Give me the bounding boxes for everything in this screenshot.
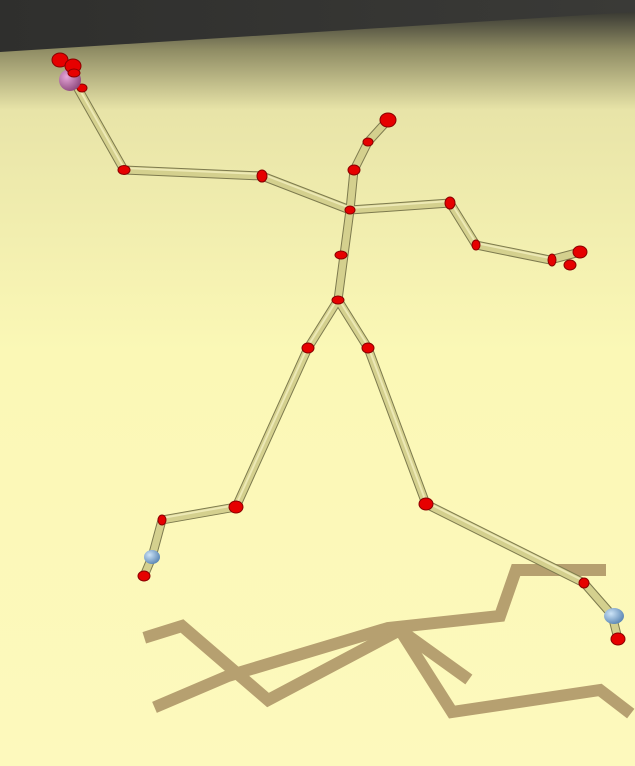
left-foot-marker[interactable] (144, 550, 160, 564)
right-foot-marker[interactable] (604, 608, 624, 624)
joint-head[interactable] (379, 112, 397, 128)
skeleton-joints (76, 83, 626, 646)
joint-neck-mid[interactable] (347, 164, 361, 176)
joint-right-toe[interactable] (610, 632, 626, 646)
floor-plane (0, 12, 635, 766)
joint-left-knee[interactable] (228, 500, 244, 514)
joint-neck-base[interactable] (344, 205, 356, 215)
joint-left-elbow[interactable] (117, 165, 131, 175)
joint-right-knee[interactable] (418, 497, 434, 511)
joint-left-hip[interactable] (301, 342, 315, 354)
joint-right-hand-a[interactable] (572, 245, 588, 259)
joint-pelvis[interactable] (331, 295, 345, 305)
neck-bone (346, 116, 392, 214)
shadow-arm-limb (391, 621, 473, 685)
shadow-torso-limb (152, 564, 606, 713)
joint-right-shoulder[interactable] (444, 196, 456, 210)
left-hand-marker[interactable] (51, 52, 82, 91)
joint-right-hand-b[interactable] (563, 259, 577, 271)
joint-left-ankle[interactable] (157, 514, 167, 526)
shadow-left-limb (142, 619, 409, 708)
joint-right-elbow[interactable] (471, 239, 481, 251)
joint-right-wrist[interactable] (547, 253, 557, 267)
joint-spine-mid[interactable] (334, 250, 348, 260)
shadow-right-limb (391, 621, 635, 719)
joint-right-ankle[interactable] (578, 577, 590, 589)
joint-right-hip[interactable] (361, 342, 375, 354)
joint-left-toe[interactable] (137, 570, 151, 582)
figure-shadow (142, 564, 635, 719)
joint-neck-upper[interactable] (362, 137, 374, 147)
joint-left-shoulder[interactable] (256, 169, 268, 183)
